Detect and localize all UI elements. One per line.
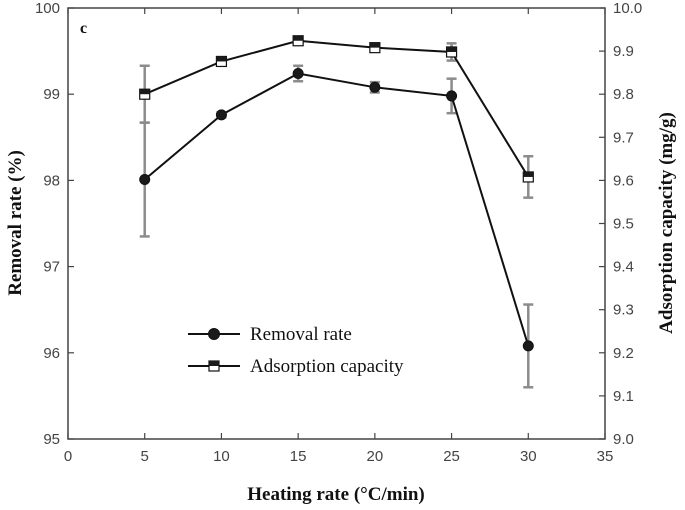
adsorption-capacity-point-fill: [446, 46, 457, 52]
right-y-tick-label: 9.0: [613, 431, 634, 448]
right-y-axis-title: Adsorption capacity (mg/g): [656, 112, 677, 334]
removal-rate-point: [215, 109, 227, 121]
series-layer: [139, 35, 534, 389]
adsorption-capacity-point-fill: [293, 35, 304, 41]
x-axis-title: Heating rate (°C/min): [247, 484, 425, 505]
legend-label-adsorption-capacity: Adsorption capacity: [250, 356, 404, 377]
adsorption-capacity-line: [144, 39, 530, 178]
x-tick-label: 35: [597, 448, 614, 465]
right-y-tick-label: 10.0: [613, 0, 642, 17]
x-tick-label: 30: [520, 448, 537, 465]
right-y-tick-label: 9.1: [613, 388, 634, 405]
adsorption-capacity-point-fill: [523, 171, 534, 177]
legend: Removal rate Adsorption capacity: [188, 324, 404, 377]
right-y-tick-label: 9.5: [613, 216, 634, 233]
removal-rate-point: [446, 90, 458, 102]
x-tick-label: 20: [367, 448, 384, 465]
left-y-tick-label: 100: [35, 0, 60, 17]
legend-marker-adsorption-capacity: [208, 360, 220, 372]
legend-marker-adsorption-capacity-fill: [209, 361, 219, 366]
x-tick-label: 5: [141, 448, 149, 465]
left-y-tick-label: 99: [43, 86, 60, 103]
right-y-tick-label: 9.9: [613, 43, 634, 60]
removal-rate-point: [292, 68, 304, 80]
left-y-tick-label: 95: [43, 431, 60, 448]
x-tick-label: 15: [290, 448, 307, 465]
right-y-axis: 9.0 9.1 9.2 9.3 9.4 9.5 9.6 9.7 9.8 9.9 10.0: [599, 0, 642, 448]
x-tick-label: 10: [213, 448, 230, 465]
adsorption-capacity-point-fill: [216, 56, 227, 62]
right-y-tick-label: 9.2: [613, 345, 634, 362]
right-y-tick-label: 9.7: [613, 129, 634, 146]
adsorption-capacity-point-fill: [369, 42, 380, 48]
x-tick-label: 25: [443, 448, 460, 465]
x-tick-label: 0: [64, 448, 72, 465]
legend-label-removal-rate: Removal rate: [250, 324, 352, 345]
legend-marker-removal-rate: [208, 328, 220, 340]
left-y-tick-label: 98: [43, 172, 60, 189]
left-y-tick-label: 97: [43, 259, 60, 276]
removal-rate-point: [522, 340, 534, 352]
right-y-tick-label: 9.4: [613, 259, 634, 276]
adsorption-capacity-point-fill: [139, 89, 150, 95]
right-y-tick-label: 9.8: [613, 86, 634, 103]
removal-rate-point: [369, 81, 381, 93]
left-y-axis: 95 96 97 98 99 100: [35, 0, 74, 448]
left-y-tick-label: 96: [43, 345, 60, 362]
removal-rate-point: [139, 174, 151, 186]
right-y-tick-label: 9.3: [613, 302, 634, 319]
right-y-tick-label: 9.6: [613, 172, 634, 189]
panel-label: c: [80, 20, 87, 37]
left-y-axis-title: Removal rate (%): [5, 150, 26, 296]
x-axis: 0 5 10 15 20 25 30 35: [64, 8, 614, 465]
removal-rate-line: [144, 72, 530, 347]
